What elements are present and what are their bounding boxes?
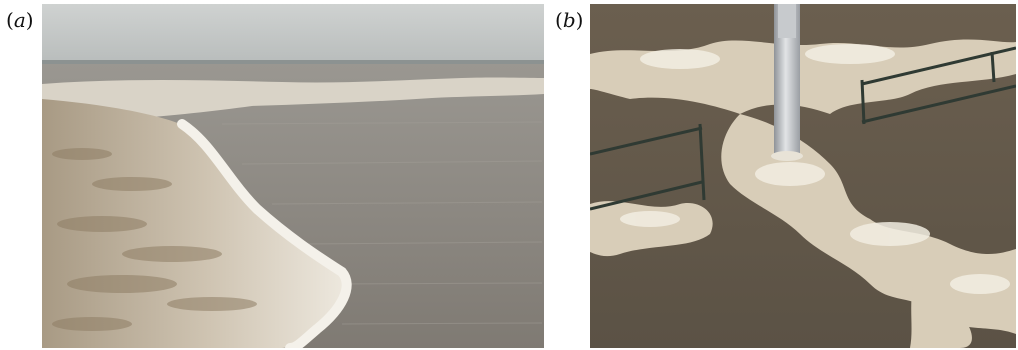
flooded-walkway-illustration: [590, 4, 1016, 348]
white-foam-highlights: [620, 44, 1010, 294]
panel-label-a: (a): [6, 10, 34, 30]
horizon-line: [42, 60, 544, 66]
panel-label-b-letter: b: [562, 8, 576, 32]
tidal-bore-photo: [42, 4, 544, 348]
panel-label-b-close: ): [575, 8, 584, 32]
panel-label-a-close: ): [25, 8, 34, 32]
sky-area: [42, 4, 544, 62]
pole-top: [778, 4, 796, 38]
panel-label-a-open: (: [6, 8, 14, 32]
panel-label-b-open: (: [555, 8, 563, 32]
panel-label-a-letter: a: [13, 8, 26, 32]
flooded-railing-photo: [590, 4, 1016, 348]
tidal-bore-illustration: [42, 4, 544, 348]
panel-label-b: (b): [555, 10, 583, 30]
water-ripples: [221, 121, 543, 325]
turbulent-streaks: [52, 148, 257, 331]
pole-splash: [771, 151, 803, 161]
railing-right: [860, 46, 1016, 125]
distant-wave-band: [42, 77, 544, 124]
railing-left: [590, 123, 706, 211]
foam-crest: [177, 119, 352, 348]
